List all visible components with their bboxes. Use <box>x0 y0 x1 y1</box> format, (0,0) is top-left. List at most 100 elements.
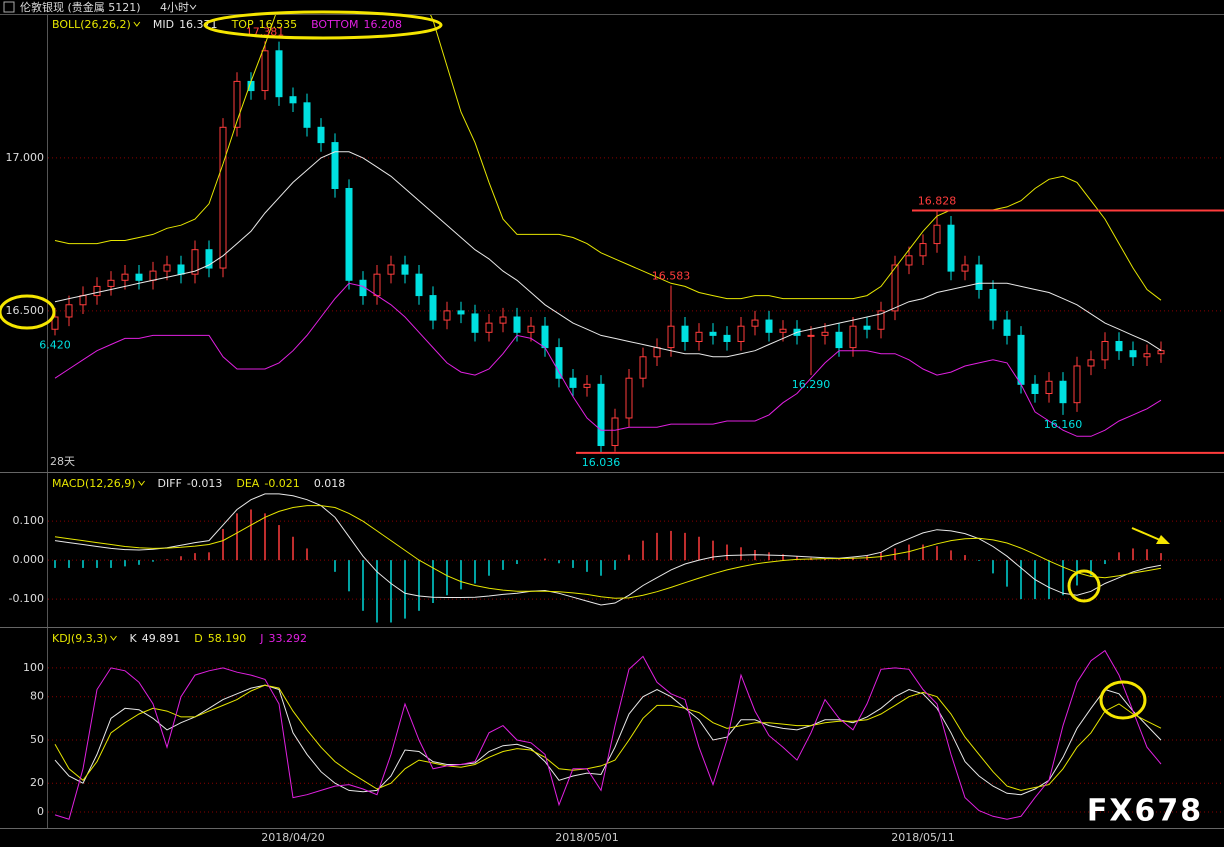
indicator-line <box>54 282 1162 437</box>
indicator-line <box>54 684 1162 796</box>
candle-body <box>933 224 941 245</box>
plot-area <box>54 493 1162 623</box>
legend-value: 33.292 <box>268 632 307 645</box>
legend-value: 16.535 <box>259 18 298 31</box>
legend-value: -0.021 <box>264 477 299 490</box>
y-tick-label: 100 <box>23 661 44 674</box>
legend-name: K <box>130 632 138 645</box>
candle-body <box>1031 383 1039 395</box>
legend-name: MID <box>153 18 174 31</box>
candle-body <box>1101 340 1109 361</box>
y-tick-label: 50 <box>30 733 44 746</box>
watermark: FX678 <box>1087 794 1203 829</box>
candle-body <box>989 288 997 321</box>
candle-body <box>807 334 815 337</box>
legend-value: 0.018 <box>314 477 346 490</box>
instrument-title: 伦敦银现 (贵金属 5121) <box>20 0 141 14</box>
legend-value: -0.013 <box>187 477 222 490</box>
candle-body <box>919 243 927 257</box>
chart-layer: 16.50017.00017.38116.58316.8286.42016.29… <box>6 15 1224 844</box>
candle-body <box>681 325 689 342</box>
indicator-line <box>54 649 1162 820</box>
indicator-title: BOLL(26,26,2) <box>52 18 131 31</box>
candle-body <box>1003 319 1011 336</box>
candle-body <box>345 187 353 281</box>
candle-body <box>457 310 465 315</box>
x-tick-label: 2018/05/11 <box>891 831 954 844</box>
candle-body <box>1017 334 1025 385</box>
price-annotation: 16.290 <box>792 378 831 391</box>
candle-body <box>79 295 87 306</box>
candle-body <box>331 142 339 189</box>
y-tick-label: 0 <box>37 805 44 818</box>
price-annotation: 16.583 <box>652 269 691 282</box>
candle-body <box>961 264 969 272</box>
candle-body <box>639 356 647 379</box>
candle-body <box>863 325 871 330</box>
highlight-ellipse <box>203 10 443 40</box>
candle-body <box>1157 350 1165 355</box>
legend-name: TOP <box>231 18 254 31</box>
indicator-line <box>54 684 1162 791</box>
candle-body <box>51 316 59 330</box>
candle-body <box>597 383 605 447</box>
candle-body <box>107 279 115 287</box>
y-tick-label: -0.100 <box>9 592 44 605</box>
legend-name: DEA <box>236 477 259 490</box>
candle-body <box>121 273 129 281</box>
candle-body <box>233 80 241 128</box>
y-tick-label: 20 <box>30 776 44 789</box>
candle-body <box>975 264 983 290</box>
period-label: 28天 <box>50 455 75 468</box>
price-annotation: 16.828 <box>918 195 957 208</box>
legend-value: 58.190 <box>208 632 247 645</box>
legend-name: DIFF <box>158 477 182 490</box>
candle-body <box>555 347 563 379</box>
candle-body <box>541 325 549 349</box>
candle-body <box>1073 365 1081 404</box>
plot-area <box>51 15 1165 453</box>
y-tick-label: 16.500 <box>6 304 45 317</box>
candle-body <box>737 325 745 342</box>
highlight-ellipse <box>1099 680 1147 720</box>
candle-body <box>723 334 731 342</box>
dropdown-chevron <box>138 480 145 486</box>
legend-name: D <box>194 632 202 645</box>
x-tick-label: 2018/05/01 <box>555 831 618 844</box>
candle-body <box>387 264 395 275</box>
indicator-title: KDJ(9,3,3) <box>52 632 108 645</box>
candle-body <box>289 96 297 104</box>
x-tick-label: 2018/04/20 <box>261 831 324 844</box>
candle-body <box>261 50 269 92</box>
candle-body <box>1045 380 1053 395</box>
period-selector[interactable]: 4小时 <box>160 1 189 14</box>
indicator-line <box>54 493 1162 606</box>
plot-area <box>54 649 1162 820</box>
candle-body <box>177 264 185 275</box>
candle-body <box>373 273 381 297</box>
candle-body <box>779 328 787 333</box>
candle-body <box>401 264 409 275</box>
candle-body <box>1129 350 1137 358</box>
candle-body <box>653 347 661 358</box>
candle-body <box>835 331 843 349</box>
legend-value: 49.891 <box>142 632 181 645</box>
candle-body <box>667 325 675 349</box>
candle-body <box>93 285 101 297</box>
candle-body <box>821 331 829 336</box>
candle-body <box>611 417 619 447</box>
indicator-line <box>54 505 1162 599</box>
arrow-head <box>1156 535 1170 544</box>
candle-body <box>219 126 227 269</box>
candle-body <box>1059 380 1067 404</box>
candle-body <box>695 331 703 342</box>
candle-body <box>1143 353 1151 358</box>
price-annotation: 6.420 <box>39 338 71 351</box>
candle-body <box>191 249 199 275</box>
candle-body <box>583 383 591 388</box>
dropdown-chevron <box>133 21 141 27</box>
candle-body <box>275 50 283 98</box>
candle-body <box>709 331 717 336</box>
arrow-shaft <box>1131 527 1161 541</box>
